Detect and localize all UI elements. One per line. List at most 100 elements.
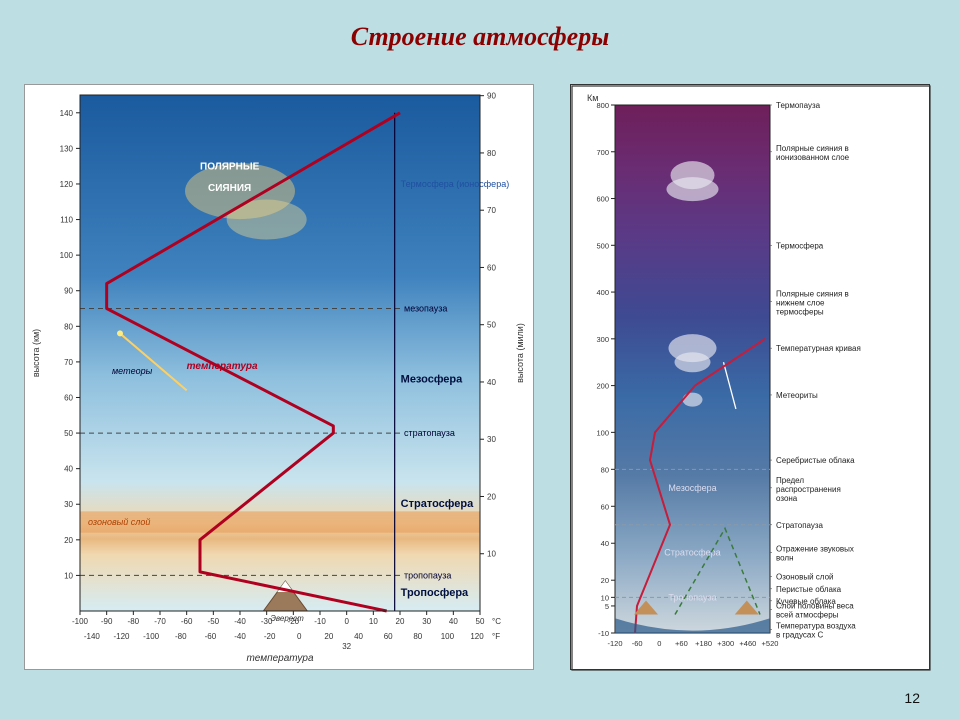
left-chart: озоновый слойПОЛЯРНЫЕСИЯНИЯметеорыЭверес… bbox=[24, 84, 534, 670]
svg-text:Стратопауза: Стратопауза bbox=[776, 521, 824, 530]
svg-text:40: 40 bbox=[487, 378, 496, 387]
svg-text:30: 30 bbox=[487, 435, 496, 444]
svg-text:110: 110 bbox=[60, 216, 73, 225]
svg-text:метеоры: метеоры bbox=[112, 366, 153, 376]
svg-text:-40: -40 bbox=[234, 617, 246, 626]
svg-text:20: 20 bbox=[601, 576, 609, 585]
svg-text:+520: +520 bbox=[762, 639, 779, 648]
svg-text:термосферы: термосферы bbox=[776, 307, 824, 316]
svg-text:-60: -60 bbox=[632, 639, 643, 648]
svg-text:5: 5 bbox=[605, 602, 609, 611]
svg-text:озоновый слой: озоновый слой bbox=[88, 517, 150, 527]
svg-text:0: 0 bbox=[657, 639, 661, 648]
svg-text:°C: °C bbox=[492, 617, 501, 626]
svg-text:700: 700 bbox=[596, 148, 609, 157]
svg-text:ПОЛЯРНЫЕ: ПОЛЯРНЫЕ bbox=[200, 162, 260, 173]
page-number: 12 bbox=[904, 690, 920, 706]
svg-text:10: 10 bbox=[369, 617, 378, 626]
svg-text:Предел: Предел bbox=[776, 476, 804, 485]
svg-text:Тропосфера: Тропосфера bbox=[401, 587, 469, 599]
svg-text:всей атмосферы: всей атмосферы bbox=[776, 610, 839, 619]
svg-text:нижнем слое: нижнем слое bbox=[776, 298, 825, 307]
svg-text:-120: -120 bbox=[607, 639, 622, 648]
svg-text:30: 30 bbox=[64, 500, 73, 509]
svg-text:Озоновый слой: Озоновый слой bbox=[776, 573, 833, 582]
svg-text:+180: +180 bbox=[695, 639, 712, 648]
svg-text:тропопауза: тропопауза bbox=[404, 570, 451, 580]
svg-text:140: 140 bbox=[60, 109, 74, 118]
svg-text:высота (мили): высота (мили) bbox=[515, 323, 525, 383]
svg-text:-30: -30 bbox=[261, 617, 273, 626]
right-chart: МезосфераСтратосфераТропопаузаКм-1051020… bbox=[570, 84, 930, 670]
svg-text:-60: -60 bbox=[181, 617, 193, 626]
svg-text:40: 40 bbox=[449, 617, 458, 626]
svg-text:-10: -10 bbox=[314, 617, 326, 626]
svg-text:120: 120 bbox=[60, 180, 74, 189]
svg-text:60: 60 bbox=[64, 393, 73, 402]
svg-text:Стратосфера: Стратосфера bbox=[401, 498, 474, 510]
svg-text:120: 120 bbox=[470, 632, 484, 641]
svg-text:90: 90 bbox=[64, 287, 73, 296]
svg-text:ионизованном слое: ионизованном слое bbox=[776, 153, 850, 162]
svg-text:130: 130 bbox=[60, 144, 74, 153]
svg-text:40: 40 bbox=[354, 632, 363, 641]
svg-text:80: 80 bbox=[64, 322, 73, 331]
svg-text:Метеориты: Метеориты bbox=[776, 391, 818, 400]
svg-text:20: 20 bbox=[487, 492, 496, 501]
svg-text:Слой половины веса: Слой половины веса bbox=[776, 601, 854, 610]
svg-text:-80: -80 bbox=[128, 617, 140, 626]
svg-text:-70: -70 bbox=[154, 617, 166, 626]
svg-text:-10: -10 bbox=[598, 629, 609, 638]
svg-text:-20: -20 bbox=[288, 617, 300, 626]
svg-text:+300: +300 bbox=[717, 639, 734, 648]
svg-text:в градусах С: в градусах С bbox=[776, 630, 824, 639]
svg-text:СИЯНИЯ: СИЯНИЯ bbox=[208, 183, 251, 194]
svg-text:Полярные сияния в: Полярные сияния в bbox=[776, 289, 849, 298]
svg-text:Перистые облака: Перистые облака bbox=[776, 585, 842, 594]
svg-text:10: 10 bbox=[64, 571, 73, 580]
svg-text:стратопауза: стратопауза bbox=[404, 428, 455, 438]
svg-text:80: 80 bbox=[487, 149, 496, 158]
svg-text:Термосфера: Термосфера bbox=[776, 241, 824, 250]
svg-text:100: 100 bbox=[596, 428, 609, 437]
svg-text:600: 600 bbox=[596, 195, 609, 204]
svg-text:-60: -60 bbox=[205, 632, 217, 641]
svg-text:-100: -100 bbox=[143, 632, 160, 641]
svg-text:-90: -90 bbox=[101, 617, 113, 626]
svg-text:70: 70 bbox=[64, 358, 73, 367]
svg-text:+460: +460 bbox=[739, 639, 756, 648]
svg-text:высота (км): высота (км) bbox=[31, 329, 41, 377]
svg-text:400: 400 bbox=[596, 288, 609, 297]
svg-text:Полярные сияния в: Полярные сияния в bbox=[776, 144, 849, 153]
svg-text:800: 800 bbox=[596, 101, 609, 110]
svg-text:80: 80 bbox=[601, 465, 609, 474]
svg-text:температура: температура bbox=[187, 361, 258, 372]
svg-text:300: 300 bbox=[596, 335, 609, 344]
svg-text:+60: +60 bbox=[675, 639, 688, 648]
svg-text:мезопауза: мезопауза bbox=[404, 304, 447, 314]
svg-text:40: 40 bbox=[64, 465, 73, 474]
svg-text:озона: озона bbox=[776, 494, 798, 503]
svg-text:50: 50 bbox=[487, 321, 496, 330]
svg-text:-140: -140 bbox=[84, 632, 101, 641]
svg-text:Термопауза: Термопауза bbox=[776, 101, 821, 110]
svg-text:40: 40 bbox=[601, 539, 609, 548]
svg-text:20: 20 bbox=[396, 617, 405, 626]
svg-text:Отражение звуковых: Отражение звуковых bbox=[776, 544, 854, 553]
svg-text:Серебристые облака: Серебристые облака bbox=[776, 456, 855, 465]
svg-text:90: 90 bbox=[487, 92, 496, 101]
svg-text:0: 0 bbox=[344, 617, 349, 626]
svg-text:20: 20 bbox=[324, 632, 333, 641]
svg-text:100: 100 bbox=[60, 251, 74, 260]
svg-text:60: 60 bbox=[601, 502, 609, 511]
svg-text:температура: температура bbox=[246, 653, 313, 664]
svg-text:30: 30 bbox=[422, 617, 431, 626]
svg-text:волн: волн bbox=[776, 553, 794, 562]
svg-text:-120: -120 bbox=[113, 632, 130, 641]
svg-text:80: 80 bbox=[413, 632, 422, 641]
svg-text:Термосфера (ионосфера): Термосфера (ионосфера) bbox=[401, 179, 510, 189]
svg-text:70: 70 bbox=[487, 206, 496, 215]
svg-text:500: 500 bbox=[596, 241, 609, 250]
svg-text:10: 10 bbox=[487, 550, 496, 559]
svg-text:Тропопауза: Тропопауза bbox=[668, 592, 716, 602]
